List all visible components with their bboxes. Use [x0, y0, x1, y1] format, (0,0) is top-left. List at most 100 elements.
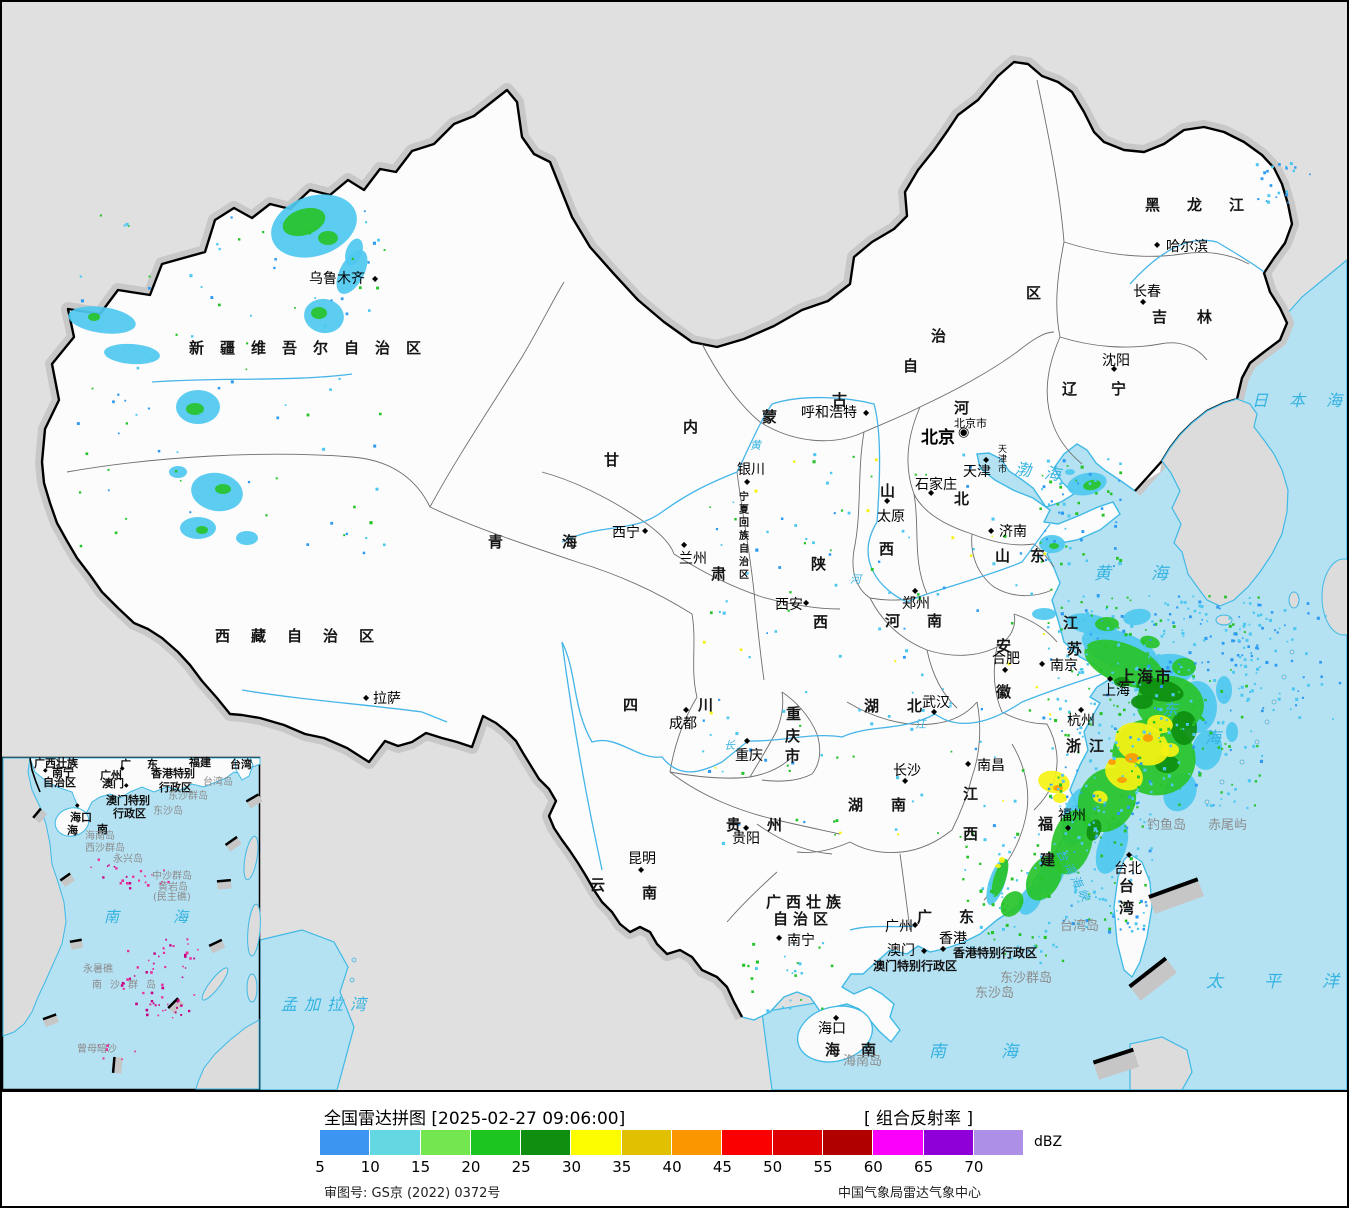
speck: [1030, 592, 1033, 596]
speck: [1220, 690, 1224, 693]
speck: [1120, 614, 1124, 618]
speck: [1060, 606, 1063, 609]
speck: [1061, 544, 1064, 547]
speck: [1111, 597, 1113, 600]
inset-philippines: [246, 973, 258, 1003]
speck: [1062, 502, 1066, 506]
speck: [976, 609, 979, 612]
speck: [1316, 616, 1320, 620]
speck: [1100, 854, 1104, 858]
speck: [1240, 715, 1244, 719]
speck: [1077, 674, 1079, 676]
speck: [751, 990, 754, 993]
bob-island: [349, 977, 355, 983]
inset-taiwan: [234, 757, 254, 781]
speck: [1109, 905, 1111, 907]
speck: [1097, 809, 1100, 812]
speck: [1234, 663, 1238, 667]
speck: [1058, 511, 1061, 514]
speck: [1013, 925, 1016, 928]
echo-blob: [1114, 677, 1130, 687]
speck: [372, 241, 376, 245]
speck: [1049, 658, 1053, 661]
speck: [76, 422, 80, 425]
speck: [903, 655, 906, 659]
speck: [829, 471, 833, 475]
speck: [1142, 730, 1146, 734]
speck: [175, 333, 178, 336]
speck: [275, 477, 278, 480]
speck: [852, 455, 855, 458]
speck: [135, 1002, 138, 1006]
speck: [1249, 690, 1252, 694]
speck: [238, 238, 241, 241]
speck: [1200, 716, 1203, 720]
speck: [1129, 857, 1133, 861]
speck: [732, 501, 735, 504]
speck: [1117, 746, 1120, 749]
speck: [1065, 810, 1068, 813]
speck: [1153, 623, 1156, 626]
speck: [1104, 645, 1107, 649]
speck: [1157, 707, 1160, 711]
speck: [1118, 562, 1122, 566]
speck: [949, 702, 952, 705]
speck: [1090, 702, 1093, 705]
echo-blob: [1191, 730, 1223, 770]
speck: [1114, 525, 1117, 528]
speck: [1135, 667, 1138, 671]
speck: [1043, 552, 1047, 555]
speck: [1129, 599, 1132, 602]
speck: [1149, 813, 1152, 816]
speck: [1148, 876, 1151, 879]
speck: [1261, 754, 1264, 757]
speck: [983, 804, 986, 808]
speck: [1054, 719, 1058, 723]
speck: [1091, 880, 1094, 883]
speck: [1136, 927, 1140, 930]
speck: [154, 1004, 157, 1007]
speck: [1044, 529, 1047, 532]
echo-blob: [1053, 793, 1067, 803]
speck: [1245, 673, 1248, 676]
speck: [179, 479, 182, 482]
speck: [1167, 731, 1171, 734]
speck: [908, 536, 910, 539]
speck: [230, 380, 234, 384]
speck: [1021, 769, 1025, 772]
speck: [1097, 731, 1101, 735]
speck: [1199, 623, 1202, 625]
speck: [794, 524, 798, 527]
speck: [1042, 716, 1046, 720]
speck: [746, 572, 749, 575]
speck: [966, 485, 969, 488]
speck: [91, 387, 94, 390]
speck: [1239, 628, 1241, 631]
speck: [199, 413, 202, 416]
speck: [1116, 556, 1119, 560]
speck: [1116, 811, 1120, 815]
speck: [1111, 816, 1115, 820]
boundary-dash: [69, 938, 84, 950]
speck: [133, 975, 136, 977]
rivers: [151, 239, 1265, 931]
speck: [1248, 596, 1251, 599]
speck: [163, 869, 165, 872]
echo-blob: [196, 526, 208, 534]
speck: [1290, 659, 1294, 663]
speck: [870, 722, 874, 726]
echo-blob: [215, 484, 231, 494]
speck: [1137, 738, 1140, 741]
kyushu-island: [1321, 558, 1347, 636]
speck: [1217, 721, 1220, 725]
speck: [1258, 774, 1261, 777]
luzon-island: [1129, 1036, 1193, 1090]
speck: [1094, 811, 1098, 815]
speck: [1148, 656, 1150, 658]
speck: [1177, 595, 1181, 598]
speck: [726, 716, 730, 720]
boundary-dash: [32, 807, 48, 824]
speck: [1072, 810, 1076, 814]
speck: [1209, 635, 1212, 638]
speck: [1049, 783, 1052, 786]
